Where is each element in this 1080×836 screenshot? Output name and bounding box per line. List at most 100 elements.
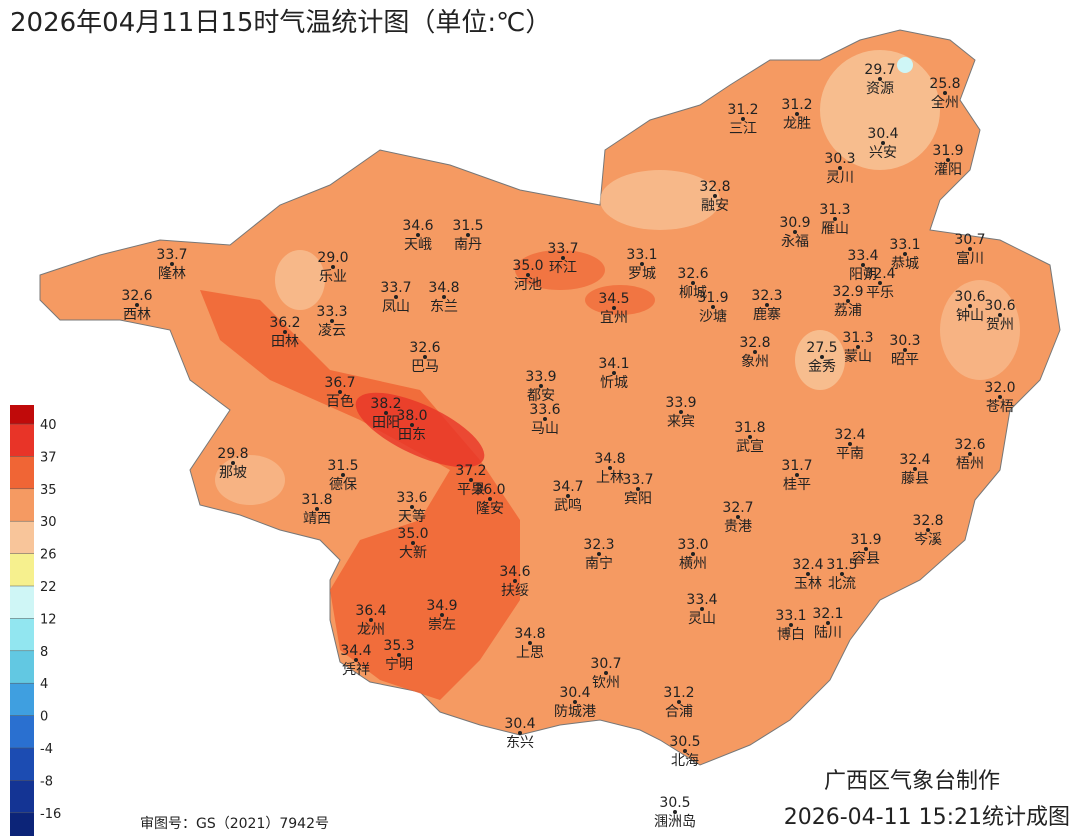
station: 30.3 灵川 bbox=[824, 151, 855, 186]
station-name: 天等 bbox=[398, 508, 426, 525]
station-name: 田林 bbox=[271, 334, 299, 350]
station-dot bbox=[170, 262, 174, 266]
station-value: 32.1 bbox=[812, 606, 843, 622]
station-dot bbox=[636, 487, 640, 491]
station-dot bbox=[341, 473, 345, 477]
legend-band bbox=[10, 405, 34, 424]
station: 33.6 马山 bbox=[529, 402, 560, 437]
station-value: 32.9 bbox=[832, 284, 863, 300]
station: 31.7 桂平 bbox=[781, 458, 812, 493]
station-name: 合浦 bbox=[665, 704, 693, 720]
station: 30.5 涠洲岛 bbox=[654, 795, 696, 830]
station-name: 昭平 bbox=[891, 352, 919, 368]
station-dot bbox=[840, 572, 844, 576]
station-name: 恭城 bbox=[891, 256, 919, 272]
station: 33.1 博白 bbox=[775, 608, 806, 643]
station-dot bbox=[741, 117, 745, 121]
station-value: 33.6 bbox=[529, 402, 560, 418]
station-value: 30.4 bbox=[559, 685, 590, 701]
legend-tick-label: -8 bbox=[40, 774, 53, 789]
station-value: 33.7 bbox=[622, 472, 653, 488]
station-dot bbox=[748, 435, 752, 439]
station: 30.7 钦州 bbox=[590, 656, 621, 691]
station: 36.7 百色 bbox=[324, 375, 355, 410]
region-shape bbox=[39, 29, 1061, 766]
station-value: 30.3 bbox=[889, 333, 920, 349]
station-dot bbox=[513, 579, 517, 583]
station-value: 32.8 bbox=[912, 513, 943, 529]
station-dot bbox=[543, 417, 547, 421]
legend-band bbox=[10, 715, 34, 748]
station: 32.7 贵港 bbox=[722, 500, 753, 535]
legend-band bbox=[10, 683, 34, 716]
station-value: 30.7 bbox=[954, 232, 985, 248]
legend-tick-label: -4 bbox=[40, 742, 53, 757]
station: 33.7 凤山 bbox=[380, 280, 411, 315]
station-name: 永福 bbox=[781, 234, 809, 250]
station-name: 北海 bbox=[671, 753, 699, 769]
station-name: 陆川 bbox=[814, 625, 842, 641]
station-name: 巴马 bbox=[411, 359, 439, 375]
station-dot bbox=[466, 233, 470, 237]
station: 38.0 田东 bbox=[396, 408, 427, 443]
station: 36.0 隆安 bbox=[474, 482, 505, 517]
station-dot bbox=[539, 384, 543, 388]
legend-tick-label: 40 bbox=[40, 418, 57, 433]
station-name: 蒙山 bbox=[844, 349, 872, 365]
station-value: 32.4 bbox=[792, 557, 823, 573]
station-dot bbox=[469, 478, 473, 482]
legend-band bbox=[10, 424, 34, 457]
station-name: 崇左 bbox=[428, 617, 456, 633]
station-name: 藤县 bbox=[901, 471, 929, 487]
legend-tick-label: 8 bbox=[40, 645, 48, 660]
station-value: 32.6 bbox=[121, 288, 152, 304]
station-name: 融安 bbox=[701, 198, 729, 214]
station-name: 田阳 bbox=[372, 415, 400, 431]
station-dot bbox=[354, 658, 358, 662]
station-name: 荔浦 bbox=[834, 303, 862, 319]
station: 32.6 巴马 bbox=[409, 340, 440, 375]
station-name: 金秀 bbox=[808, 359, 836, 375]
station-value: 35.0 bbox=[512, 258, 543, 274]
station-dot bbox=[826, 621, 830, 625]
station-dot bbox=[795, 473, 799, 477]
legend-band bbox=[10, 748, 34, 781]
station: 31.9 灌阳 bbox=[932, 143, 963, 178]
approval-number: 审图号：GS（2021）7942号 bbox=[140, 816, 329, 832]
station-dot bbox=[612, 371, 616, 375]
station-value: 33.3 bbox=[316, 304, 347, 320]
station-dot bbox=[526, 273, 530, 277]
station-value: 34.8 bbox=[428, 280, 459, 296]
station: 30.5 北海 bbox=[669, 734, 700, 769]
station-name: 龙州 bbox=[357, 622, 385, 638]
station-value: 30.9 bbox=[779, 215, 810, 231]
station-name: 柳城 bbox=[679, 284, 707, 301]
station-value: 25.8 bbox=[929, 76, 960, 92]
legend-tick-label: 37 bbox=[40, 450, 57, 465]
station-dot bbox=[946, 158, 950, 162]
station-value: 33.1 bbox=[626, 247, 657, 263]
station-dot bbox=[713, 194, 717, 198]
station-name: 灵川 bbox=[826, 170, 854, 186]
station-name: 雁山 bbox=[821, 221, 849, 237]
station-value: 34.6 bbox=[499, 564, 530, 580]
station-dot bbox=[231, 461, 235, 465]
station-value: 35.0 bbox=[397, 526, 428, 542]
station-value: 27.5 bbox=[806, 340, 837, 356]
station: 29.8 那坡 bbox=[217, 446, 248, 481]
station: 31.2 合浦 bbox=[663, 685, 694, 720]
station-dot bbox=[384, 411, 388, 415]
station-dot bbox=[736, 515, 740, 519]
station: 27.5 金秀 bbox=[806, 340, 837, 375]
station-dot bbox=[573, 700, 577, 704]
station: 33.7 环江 bbox=[547, 241, 578, 276]
station-dot bbox=[838, 166, 842, 170]
station-name: 罗城 bbox=[628, 266, 656, 282]
station-value: 32.4 bbox=[864, 266, 895, 282]
station-dot bbox=[691, 552, 695, 556]
station-value: 34.6 bbox=[402, 218, 433, 234]
station: 25.8 全州 bbox=[929, 76, 960, 111]
legend-band bbox=[10, 812, 34, 836]
station: 30.4 东兴 bbox=[504, 716, 535, 751]
station: 37.2 平果 bbox=[455, 463, 486, 498]
